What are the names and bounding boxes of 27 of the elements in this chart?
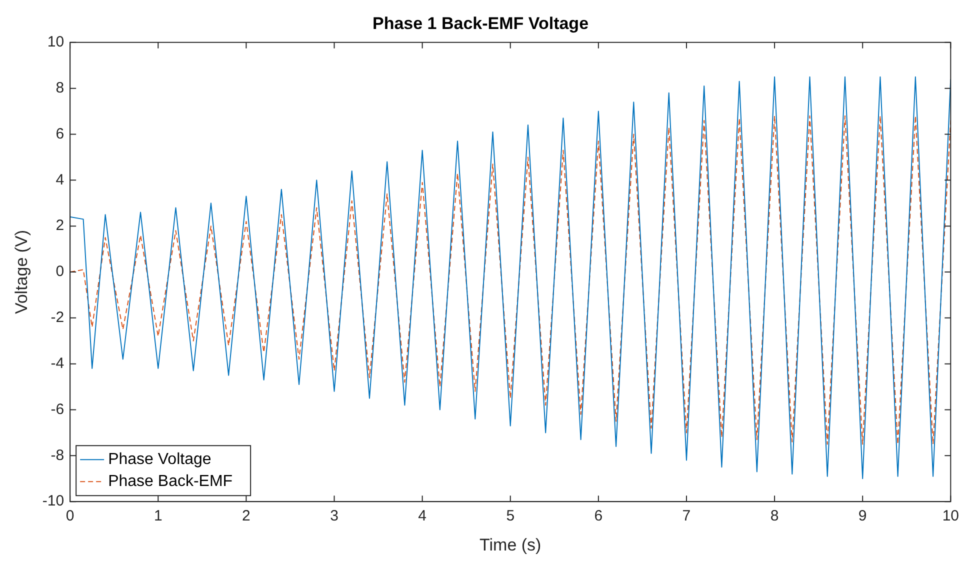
x-tick-label: 3 <box>330 508 338 525</box>
y-tick-label: 2 <box>56 217 64 234</box>
y-axis-title: Voltage (V) <box>12 230 31 314</box>
x-tick-label: 4 <box>418 508 426 525</box>
x-tick-label: 9 <box>858 508 867 525</box>
x-tick-label: 7 <box>682 508 691 525</box>
y-tick-label: 6 <box>56 125 64 142</box>
legend-label: Phase Back-EMF <box>108 473 233 490</box>
x-tick-label: 6 <box>594 508 603 525</box>
y-tick-label: 10 <box>47 34 64 51</box>
x-axis-title: Time (s) <box>480 535 542 554</box>
x-tick-label: 8 <box>770 508 779 525</box>
y-tick-label: -2 <box>50 309 64 326</box>
y-tick-label: -8 <box>50 446 64 464</box>
y-tick-label: 4 <box>56 171 64 188</box>
x-tick-label: 1 <box>154 508 162 525</box>
x-tick-label: 10 <box>942 508 959 525</box>
y-tick-label: -4 <box>50 354 64 372</box>
y-tick-label: -6 <box>50 400 64 418</box>
x-tick-label: 2 <box>242 508 250 525</box>
line-series <box>70 115 951 445</box>
legend-label: Phase Voltage <box>108 451 212 468</box>
y-tick-label: 0 <box>56 263 64 280</box>
x-tick-label: 5 <box>506 508 515 525</box>
y-tick-label: -10 <box>42 492 64 510</box>
y-tick-label: 8 <box>56 79 64 96</box>
chart-title: Phase 1 Back-EMF Voltage <box>372 14 589 33</box>
